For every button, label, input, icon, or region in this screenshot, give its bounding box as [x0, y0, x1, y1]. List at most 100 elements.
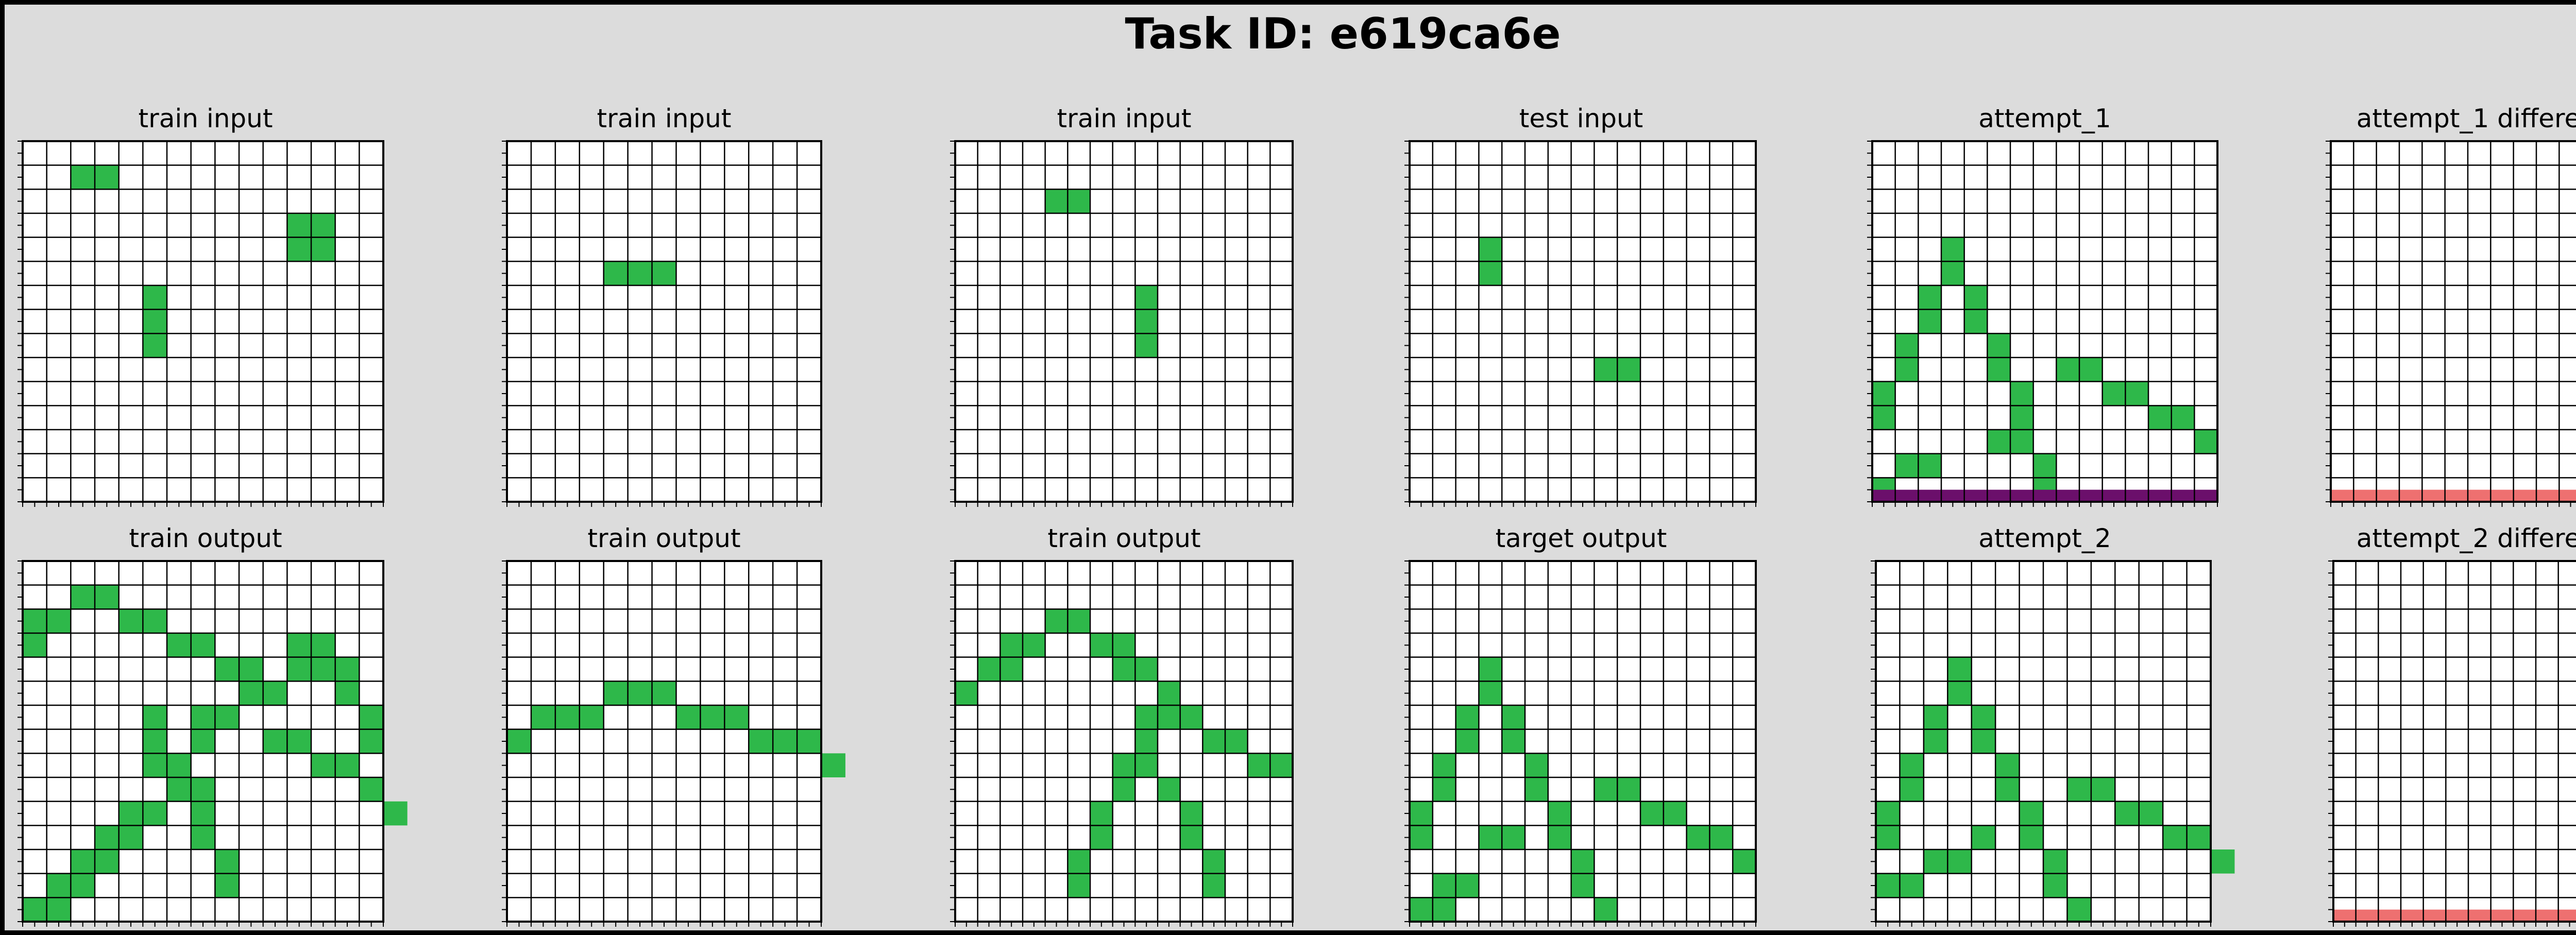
highlight-row	[2331, 489, 2576, 502]
train-input-3-svg	[950, 140, 1294, 507]
grid-cell	[23, 633, 47, 657]
grid-border	[506, 140, 822, 503]
grid-cell	[23, 897, 47, 922]
grid-cell	[95, 849, 119, 874]
grid-cell	[724, 705, 749, 729]
grid-cell	[287, 729, 311, 754]
grid-border	[1409, 560, 1757, 923]
grid-cell	[1872, 405, 1895, 430]
grid-cell	[603, 681, 628, 705]
grid-cell	[1900, 753, 1924, 777]
grid-cell	[71, 873, 95, 898]
grid-cell	[2125, 381, 2148, 406]
grid-cell	[628, 261, 652, 285]
grid-cell	[2067, 777, 2091, 802]
grid-cell	[1112, 657, 1136, 682]
grid-cell	[1502, 729, 1525, 754]
grid-attempt-2-differences	[2328, 560, 2576, 927]
grid-border	[22, 140, 384, 503]
grid-cell	[676, 705, 701, 729]
grid-cell	[1202, 849, 1225, 874]
grid-cell	[1971, 705, 1996, 729]
grid-cell	[1432, 753, 1456, 777]
grid-cell	[603, 261, 628, 285]
grid-cell	[1135, 729, 1158, 754]
grid-cell	[167, 753, 191, 777]
grid-cell	[1733, 849, 1756, 874]
grid-cell	[287, 213, 311, 237]
grid-cell	[143, 609, 167, 633]
grid-cell	[1709, 825, 1733, 849]
attempt-1-differences-svg	[2326, 140, 2576, 507]
panel-title-attempt-2-differences: attempt_2 differences	[2356, 523, 2576, 553]
grid-cell	[1112, 633, 1136, 657]
grid-cell	[71, 849, 95, 874]
grid-cell	[1479, 825, 1502, 849]
grid-border	[1409, 140, 1757, 503]
grid-cell	[71, 165, 95, 190]
grid-cell	[311, 753, 335, 777]
grid-cell	[143, 309, 167, 334]
panel-title-target-output: target output	[1495, 523, 1667, 553]
grid-cell	[2102, 381, 2126, 406]
grid-cell	[1923, 705, 1948, 729]
grid-border	[1875, 560, 2212, 923]
grid-cell	[1895, 453, 1919, 478]
grid-cell	[2043, 849, 2067, 874]
grid-cell	[1995, 777, 2020, 802]
grid-cell	[1971, 729, 1996, 754]
grid-cell	[1918, 309, 1941, 334]
grid-cell	[2194, 430, 2217, 454]
grid-cell	[1455, 873, 1479, 898]
test-input-svg	[1404, 140, 1757, 507]
grid-background	[507, 141, 821, 502]
grid-cell	[1872, 381, 1895, 406]
grid-cell	[1410, 825, 1433, 849]
grid-cell	[652, 681, 676, 705]
grid-cell	[191, 729, 215, 754]
highlight-row	[1872, 489, 2217, 502]
grid-cell	[1594, 777, 1618, 802]
grid-test-input	[1404, 140, 1757, 507]
grid-cell	[2056, 358, 2079, 382]
grid-train-output-3	[950, 560, 1294, 927]
grid-cell	[1455, 729, 1479, 754]
grid-cell	[1548, 825, 1571, 849]
panel-title-train-output-2: train output	[587, 523, 741, 553]
grid-cell	[1112, 753, 1136, 777]
panel-title-train-input-3: train input	[1057, 104, 1192, 133]
grid-cell	[215, 873, 239, 898]
grid-cell	[287, 237, 311, 262]
grid-cell	[167, 777, 191, 802]
grid-cell	[215, 657, 239, 682]
grid-cell	[1947, 681, 1972, 705]
grid-cell	[311, 657, 335, 682]
grid-cell	[143, 333, 167, 358]
grid-cell	[1987, 333, 2010, 358]
grid-attempt-1-differences	[2326, 140, 2576, 507]
grid-cell	[2010, 405, 2033, 430]
grid-cell	[1923, 849, 1948, 874]
grid-cell	[335, 681, 360, 705]
grid-cell	[1502, 705, 1525, 729]
grid-cell	[555, 705, 580, 729]
grid-cell	[1686, 825, 1710, 849]
grid-cell	[1995, 753, 2020, 777]
page-title: Task ID: e619ca6e	[1125, 9, 1561, 59]
grid-cell	[2148, 405, 2172, 430]
grid-cell	[23, 609, 47, 633]
grid-cell	[1000, 633, 1023, 657]
grid-cell	[359, 777, 383, 802]
grid-cell	[191, 777, 215, 802]
grid-border	[954, 560, 1294, 923]
grid-cell	[263, 729, 287, 754]
grid-cell	[977, 657, 1001, 682]
grid-border	[2332, 560, 2576, 923]
grid-cell	[2019, 825, 2043, 849]
grid-cell	[1895, 358, 1919, 382]
train-output-3-svg	[950, 560, 1294, 927]
grid-target-output	[1404, 560, 1757, 927]
grid-background	[2333, 561, 2576, 922]
grid-cell	[1135, 705, 1158, 729]
